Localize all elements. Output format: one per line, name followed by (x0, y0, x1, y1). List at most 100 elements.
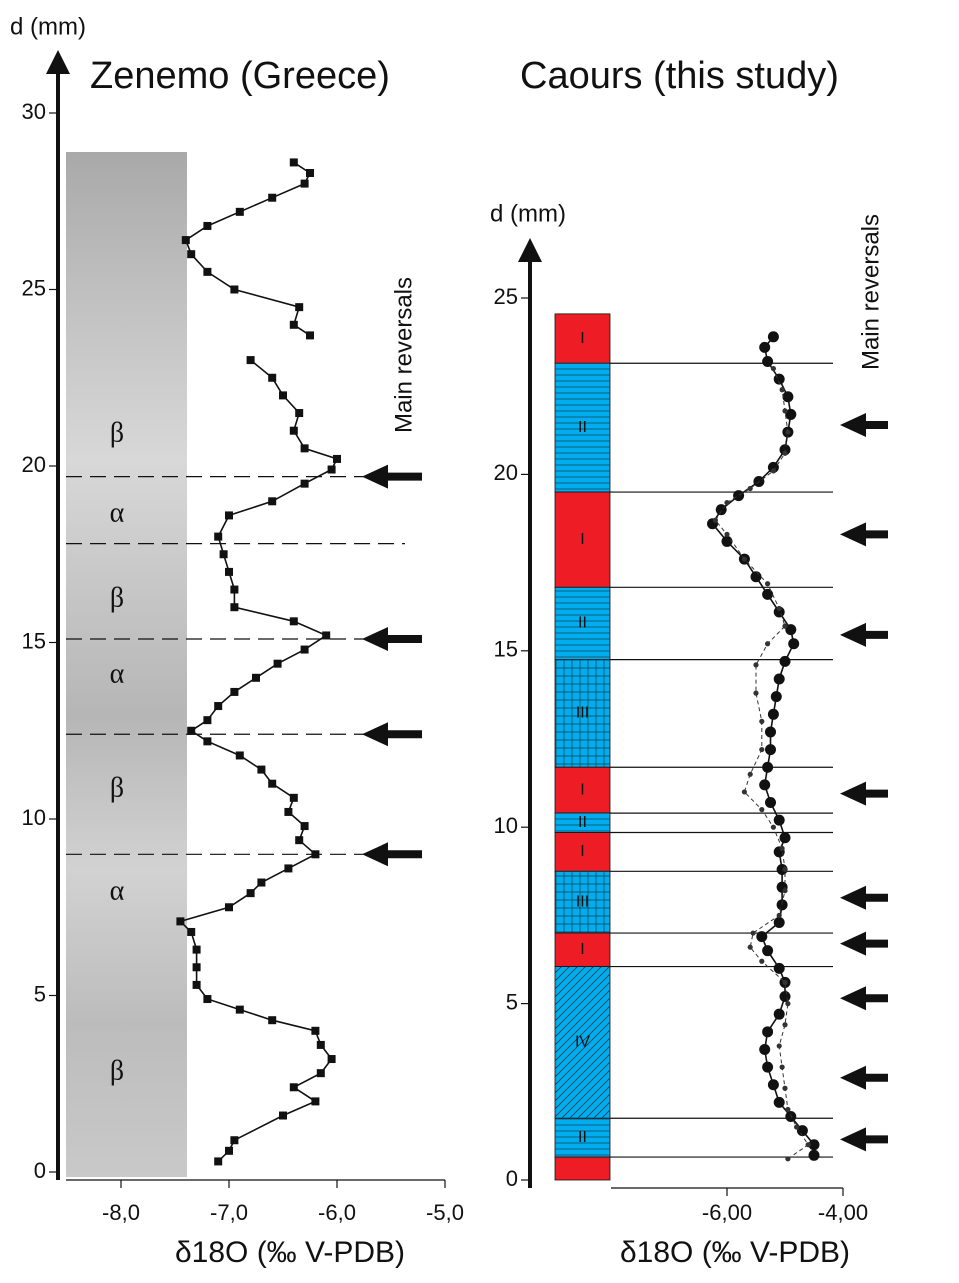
data-point (747, 771, 753, 777)
data-point (765, 581, 771, 587)
x-axis-label: δ18O (‰ V-PDB) (175, 1236, 405, 1269)
zone-label: II (578, 1129, 587, 1146)
chart-title: Zenemo (Greece) (90, 55, 390, 97)
data-point (782, 866, 788, 873)
unit-label: β (110, 417, 124, 448)
y-tick-label: 5 (34, 981, 46, 1006)
zone-label: I (580, 781, 584, 798)
reversal-arrow (840, 622, 888, 647)
data-point (776, 912, 782, 919)
data-point (741, 789, 748, 795)
data-point (268, 779, 277, 788)
data-point (230, 1136, 239, 1145)
data-point (779, 845, 785, 851)
data-point (785, 624, 797, 636)
x-tick-label: -4,00 (818, 1200, 868, 1225)
data-point (316, 1069, 325, 1078)
core-image (66, 152, 187, 1177)
zone-hatch (555, 871, 610, 934)
data-point (779, 832, 791, 844)
data-point (782, 408, 788, 414)
data-point (327, 1055, 336, 1064)
data-point (284, 807, 293, 816)
y-tick-label: 10 (494, 813, 518, 838)
zone-hatch (555, 659, 610, 768)
data-point (759, 779, 771, 791)
data-point (785, 429, 791, 435)
data-point (203, 267, 212, 276)
data-point (712, 517, 719, 523)
y-tick-label: 10 (22, 805, 46, 830)
unit-label: α (110, 658, 125, 689)
annotation: Main reversals (857, 214, 884, 370)
data-point (782, 979, 788, 986)
strat-zone (554, 491, 611, 588)
zone-hatch (555, 1118, 610, 1158)
data-point (181, 236, 190, 245)
data-point (759, 746, 765, 753)
x-tick-label: -6,00 (702, 1200, 752, 1225)
x-tick-label: -6,0 (318, 1200, 356, 1225)
y-axis-label: d (mm) (490, 200, 566, 227)
data-point (192, 980, 201, 989)
data-point (770, 468, 777, 474)
data-point (759, 958, 765, 964)
series-line (714, 368, 809, 1160)
data-point (765, 641, 771, 647)
data-point (203, 737, 212, 746)
y-tick-label: 20 (22, 452, 46, 477)
data-point (192, 963, 201, 972)
data-point (773, 916, 785, 928)
unit-label: β (110, 582, 124, 613)
reversal-arrow (362, 464, 422, 489)
y-tick-label: 20 (494, 460, 518, 485)
data-point (762, 761, 774, 773)
reversal-arrow (840, 931, 888, 956)
reversal-arrow (362, 626, 422, 651)
data-point (322, 631, 331, 640)
data-point (767, 1079, 779, 1091)
data-point (785, 1106, 791, 1113)
data-point (279, 1111, 287, 1120)
zone-label: III (576, 893, 589, 910)
data-point (767, 708, 779, 720)
reversal-arrow (840, 1127, 888, 1152)
reversal-arrow (840, 1065, 888, 1090)
data-point (773, 1096, 785, 1108)
data-point (230, 585, 239, 594)
data-point (257, 765, 266, 774)
data-point (203, 716, 212, 725)
annotation: Main reversals (390, 277, 417, 433)
data-point (750, 930, 756, 936)
data-point (779, 991, 791, 1003)
data-point (756, 931, 768, 943)
data-point (300, 179, 309, 188)
data-point (779, 1064, 785, 1070)
data-point (773, 814, 785, 826)
y-tick-label: 15 (22, 628, 46, 653)
y-tick-label: 15 (494, 637, 518, 662)
data-point (300, 645, 309, 654)
data-point (794, 1124, 800, 1130)
data-point (759, 806, 765, 813)
data-point (289, 1083, 298, 1092)
y-tick-label: 25 (494, 284, 518, 309)
y-tick-label: 5 (506, 989, 518, 1014)
data-point (773, 606, 785, 618)
zone-label: II (578, 419, 587, 436)
data-point (284, 864, 293, 873)
strat-zone (554, 1156, 611, 1181)
data-point (300, 444, 309, 453)
data-point (747, 485, 753, 492)
data-point (753, 662, 759, 668)
data-point (289, 320, 298, 329)
data-point (779, 655, 791, 667)
reversal-arrow (840, 522, 888, 547)
x-tick-label: -7,0 (210, 1200, 248, 1225)
data-point (785, 408, 797, 420)
data-point (225, 511, 233, 520)
chart-title: Caours (this study) (520, 55, 839, 97)
data-point (741, 556, 748, 562)
data-point (733, 490, 745, 502)
